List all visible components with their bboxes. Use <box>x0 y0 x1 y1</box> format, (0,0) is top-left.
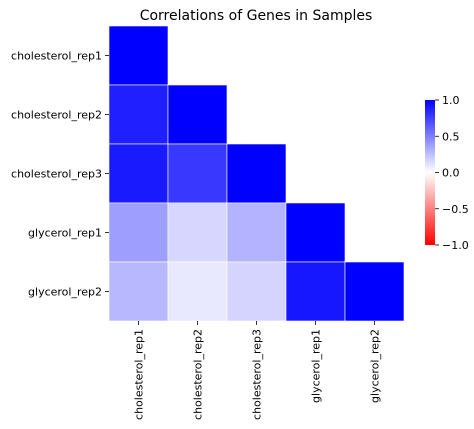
row-labels: cholesterol_rep1 cholesterol_rep2 choleste… <box>11 50 109 299</box>
heatmap-cell <box>344 261 405 322</box>
heatmap-cell <box>108 261 169 322</box>
column-label: cholesterol_rep1 <box>133 329 146 420</box>
heatmap-cell <box>108 202 169 263</box>
column-label: glycerol_rep2 <box>369 329 382 403</box>
column-label: cholesterol_rep2 <box>192 329 205 420</box>
heatmap-cells <box>108 25 405 322</box>
row-label: glycerol_rep2 <box>28 286 102 299</box>
chart-title: Correlations of Genes in Samples <box>140 8 373 24</box>
column-label: cholesterol_rep3 <box>251 329 264 420</box>
heatmap-cell <box>108 25 169 86</box>
heatmap-cell <box>167 202 228 263</box>
heatmap-cell <box>108 84 169 145</box>
column-label: glycerol_rep1 <box>310 329 323 403</box>
heatmap-cell <box>226 261 287 322</box>
heatmap-cell <box>167 143 228 204</box>
heatmap-cell <box>108 143 169 204</box>
heatmap-cell <box>226 202 287 263</box>
row-label: cholesterol_rep2 <box>11 109 102 122</box>
heatmap-cell <box>285 202 346 263</box>
row-label: glycerol_rep1 <box>28 227 102 240</box>
colorbar-tick-label: 0.5 <box>442 130 460 143</box>
colorbar-tick-label: 1.0 <box>442 94 460 107</box>
heatmap-cell <box>167 84 228 145</box>
colorbar-tick-label: 0.0 <box>442 167 460 180</box>
colorbar-ticks: 1.0 0.5 0.0 −0.5 −1.0 <box>435 94 469 252</box>
row-label: cholesterol_rep1 <box>11 50 102 63</box>
heatmap-cell <box>226 143 287 204</box>
column-labels: cholesterol_rep1 cholesterol_rep2 choleste… <box>133 321 382 420</box>
colorbar-tick-label: −1.0 <box>442 239 469 252</box>
colorbar: 1.0 0.5 0.0 −0.5 −1.0 <box>425 94 469 252</box>
colorbar-tick-label: −0.5 <box>442 203 469 216</box>
colorbar-gradient <box>425 100 435 245</box>
row-label: cholesterol_rep3 <box>11 168 102 181</box>
heatmap-cell <box>167 261 228 322</box>
heatmap-cell <box>285 261 346 322</box>
